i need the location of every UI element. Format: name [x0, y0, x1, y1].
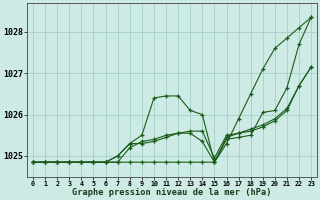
- X-axis label: Graphe pression niveau de la mer (hPa): Graphe pression niveau de la mer (hPa): [72, 188, 272, 197]
